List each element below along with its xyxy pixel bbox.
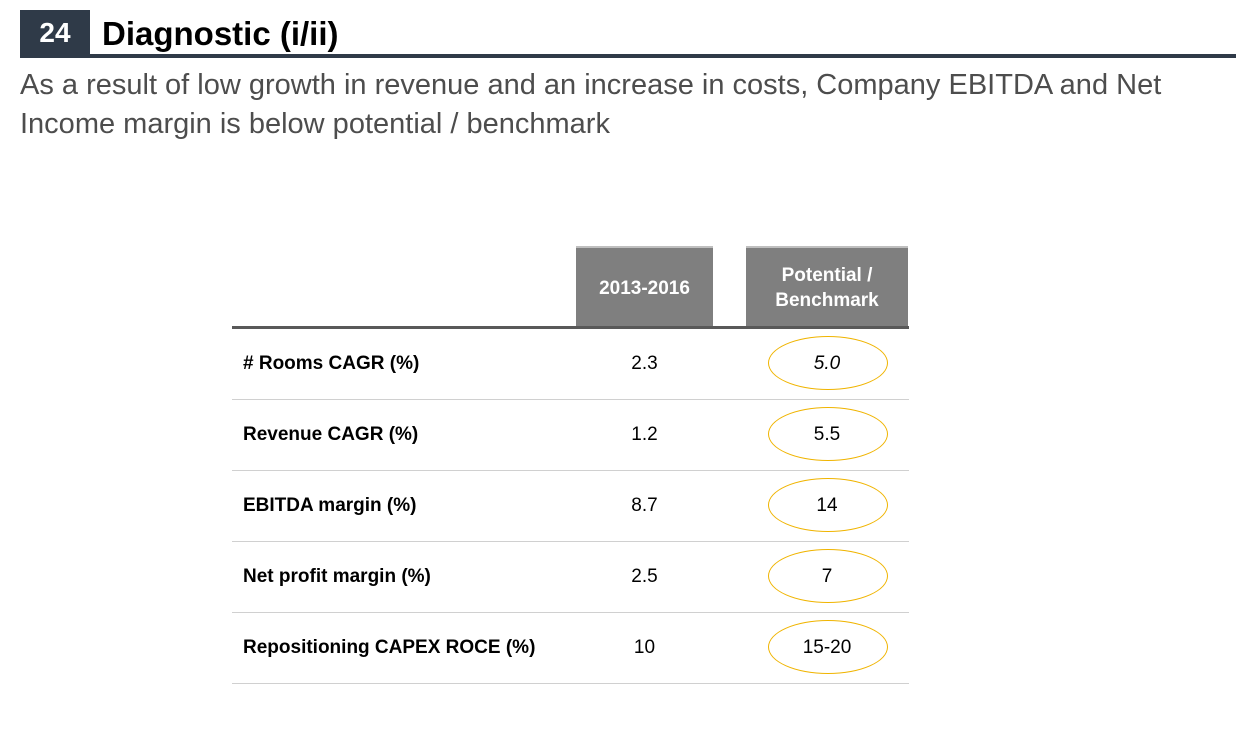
page-number: 24: [20, 10, 90, 56]
table-row-rooms-cagr: # Rooms CAGR (%) 2.3 5.0: [232, 329, 909, 400]
table-row-capex-roce: Repositioning CAPEX ROCE (%) 10 15-20: [232, 613, 909, 684]
row-period-value: 1.2: [631, 424, 658, 445]
title-divider: [20, 54, 1236, 58]
row-label: Repositioning CAPEX ROCE (%): [243, 637, 536, 658]
table-header-rule: [232, 326, 909, 329]
column-header-benchmark-line2: Benchmark: [775, 290, 879, 311]
table-row-revenue-cagr: Revenue CAGR (%) 1.2 5.5: [232, 400, 909, 471]
row-period-value: 10: [633, 637, 656, 658]
benchmark-highlight-oval: [768, 336, 888, 390]
row-label: Revenue CAGR (%): [243, 424, 419, 445]
row-period-value: 8.7: [631, 495, 658, 516]
table-row-net-profit-margin: Net profit margin (%) 2.5 7: [232, 542, 909, 613]
row-label: Net profit margin (%): [243, 566, 431, 587]
row-label: EBITDA margin (%): [243, 495, 417, 516]
row-period-value: 2.3: [631, 353, 658, 374]
row-benchmark-value: 5.5: [813, 424, 841, 445]
slide-subtitle: As a result of low growth in revenue and…: [20, 69, 1162, 140]
page-title: Diagnostic (i/ii): [102, 15, 339, 52]
benchmark-highlight-oval: [768, 478, 888, 532]
table-row-ebitda-margin: EBITDA margin (%) 8.7 14: [232, 471, 909, 542]
row-label: # Rooms CAGR (%): [243, 353, 420, 374]
row-benchmark-value: 15-20: [802, 637, 852, 658]
row-benchmark-value: 5.0: [813, 353, 841, 374]
column-header-benchmark: Potential / Benchmark: [746, 246, 908, 328]
benchmark-highlight-oval: [768, 549, 888, 603]
column-header-benchmark-line1: Potential /: [781, 265, 873, 286]
row-period-value: 2.5: [631, 566, 658, 587]
column-header-period-label: 2013-2016: [599, 277, 690, 299]
column-header-period: 2013-2016: [576, 246, 713, 328]
benchmark-highlight-oval: [768, 620, 888, 674]
row-benchmark-value: 7: [821, 566, 833, 587]
benchmark-highlight-oval: [768, 407, 888, 461]
slide-header: 24 Diagnostic (i/ii): [20, 10, 1236, 56]
row-benchmark-value: 14: [816, 495, 838, 516]
